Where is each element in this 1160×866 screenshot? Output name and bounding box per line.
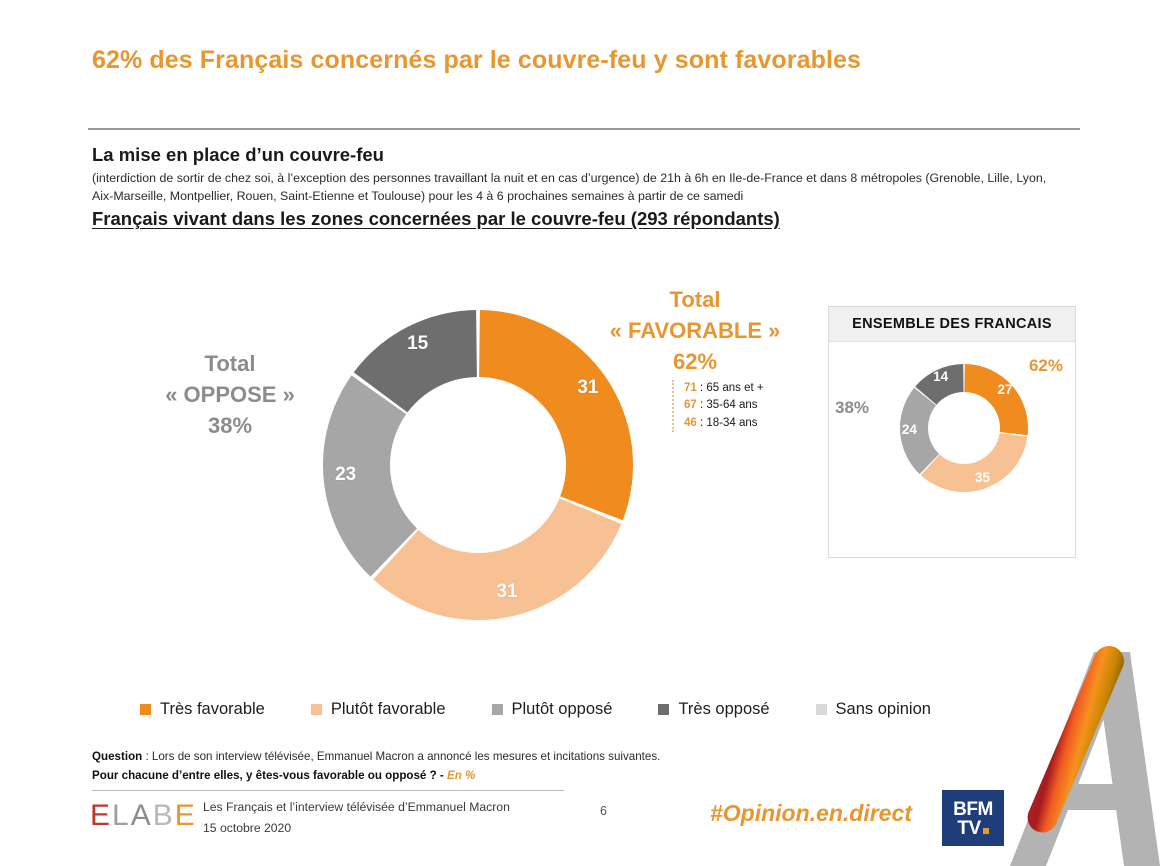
sample-heading-bold: Français vivant dans les zones concernée… [92,208,626,229]
study-date: 15 octobre 2020 [203,821,292,835]
legend-swatch-icon [140,704,151,715]
legend-swatch-icon [491,704,503,715]
ensemble-donut-chart: 27 35 24 14 [898,362,1030,494]
legend-swatch-icon [658,704,670,715]
main-donut-svg [323,310,633,620]
age-value: 67 [684,399,697,412]
ensemble-pct-oppose: 38% [835,398,870,417]
ensemble-pct-favorable: 62% [1028,356,1063,375]
age-breakdown-item: 67 : 35-64 ans [684,397,764,414]
donut-segment-label-0: 27 [997,382,1013,398]
total-oppose-value: 38% [207,413,253,439]
ensemble-panel: ENSEMBLE DES FRANCAIS 62% 38% 27 35 24 14 [828,306,1076,558]
section-heading: La mise en place d’un couvre-feu [92,144,384,165]
legend-swatch-icon [815,704,827,715]
ensemble-panel-title: ENSEMBLE DES FRANCAIS [829,307,1075,342]
question-text-2: Pour chacune d’entre elles, y êtes-vous … [92,768,447,782]
bfmtv-line-2: TV [957,818,989,839]
question-footnote: Question : Lors de son interview télévis… [92,748,712,786]
ensemble-panel-body: 62% 38% 27 35 24 14 [829,342,1075,558]
total-oppose-line1: Total [204,351,256,376]
legend-item-3[interactable]: Très opposé [658,700,770,719]
bfmtv-logo: BFM TV [942,790,1004,846]
hashtag-label: #Opinion.en.direct [710,800,912,826]
age-label: : 18-34 ans [700,416,758,429]
unit-label: En % [447,768,476,782]
donut-segment-2[interactable] [900,387,940,475]
sample-size: (293 répondants) [625,208,780,229]
question-label: Question [92,750,143,763]
legend-label: Plutôt favorable [330,700,446,718]
donut-segment-label-1: 35 [975,470,991,486]
donut-segment-label-3: 15 [407,333,429,355]
age-label: : 35-64 ans [700,399,758,412]
total-favorable-line1: Total [669,287,721,312]
total-oppose-block: Total « OPPOSE » 38% [140,348,320,442]
question-line-1: Question : Lors de son interview télévis… [92,748,712,767]
elabe-letter: L [112,799,131,832]
total-oppose-line2: « OPPOSE » [165,382,295,408]
elabe-letter: E [90,799,113,832]
donut-segment-label-1: 31 [496,581,518,603]
total-favorable-value: 62% [672,349,718,375]
sample-heading: Français vivant dans les zones concernée… [92,208,1072,230]
age-breakdown-item: 46 : 18-34 ans [684,415,764,432]
age-label: : 65 ans et + [700,382,764,394]
footer-divider [92,790,564,791]
section-description: (interdiction de sortir de chez soi, à l… [92,171,1047,203]
donut-segment-3[interactable] [915,364,964,405]
donut-segment-0[interactable] [964,364,1028,436]
elabe-logo: ELABE [90,799,197,833]
donut-segment-label-3: 14 [933,369,949,384]
chart-legend: Très favorable Plutôt favorable Plutôt opp… [140,700,1040,719]
legend-label: Très opposé [678,700,770,718]
legend-item-4[interactable]: Sans opinion [815,700,931,719]
question-text: : Lors de son interview télévisée, Emman… [142,750,661,763]
donut-segment-1[interactable] [373,498,622,620]
donut-segment-label-2: 24 [901,421,917,437]
page-title: 62% des Français concernés par le couvre… [92,46,862,74]
donut-segment-2[interactable] [323,375,417,577]
legend-label: Sans opinion [835,700,931,718]
main-donut-chart: 31 31 23 15 [318,305,638,625]
donut-segment-label-0: 31 [577,377,599,398]
elabe-letter: E [174,799,197,832]
donut-segment-1[interactable] [920,432,1028,492]
title-divider [88,128,1080,130]
age-value: 71 [684,382,697,394]
elabe-letter: A [130,799,153,832]
bfmtv-line-1: BFM [953,799,993,820]
bfmtv-tv-text: TV [957,818,981,839]
page-number: 6 [600,804,607,818]
legend-swatch-icon [310,704,322,715]
study-title: Les Français et l’interview télévisée d’… [203,800,510,814]
legend-item-1[interactable]: Plutôt favorable [310,700,446,719]
legend-item-2[interactable]: Plutôt opposé [491,700,613,719]
age-breakdown-list: 71 : 65 ans et + 67 : 35-64 ans 46 : 18-… [672,380,764,433]
donut-segment-0[interactable] [479,310,633,521]
legend-label: Très favorable [160,700,265,718]
total-favorable-line2: « FAVORABLE » [609,318,781,344]
donut-segment-3[interactable] [353,310,477,413]
bfmtv-dot-icon [982,828,989,834]
decorative-a-logo-icon [1010,645,1160,866]
total-favorable-block: Total « FAVORABLE » 62% [600,284,790,378]
donut-segment-label-2: 23 [335,464,357,486]
age-breakdown-item: 71 : 65 ans et + [684,380,764,397]
question-line-2: Pour chacune d’entre elles, y êtes-vous … [92,767,712,786]
elabe-letter: B [152,799,175,832]
age-value: 46 [684,416,697,429]
legend-label: Plutôt opposé [511,700,613,718]
legend-item-0[interactable]: Très favorable [140,700,265,719]
ensemble-donut-svg [900,364,1028,492]
